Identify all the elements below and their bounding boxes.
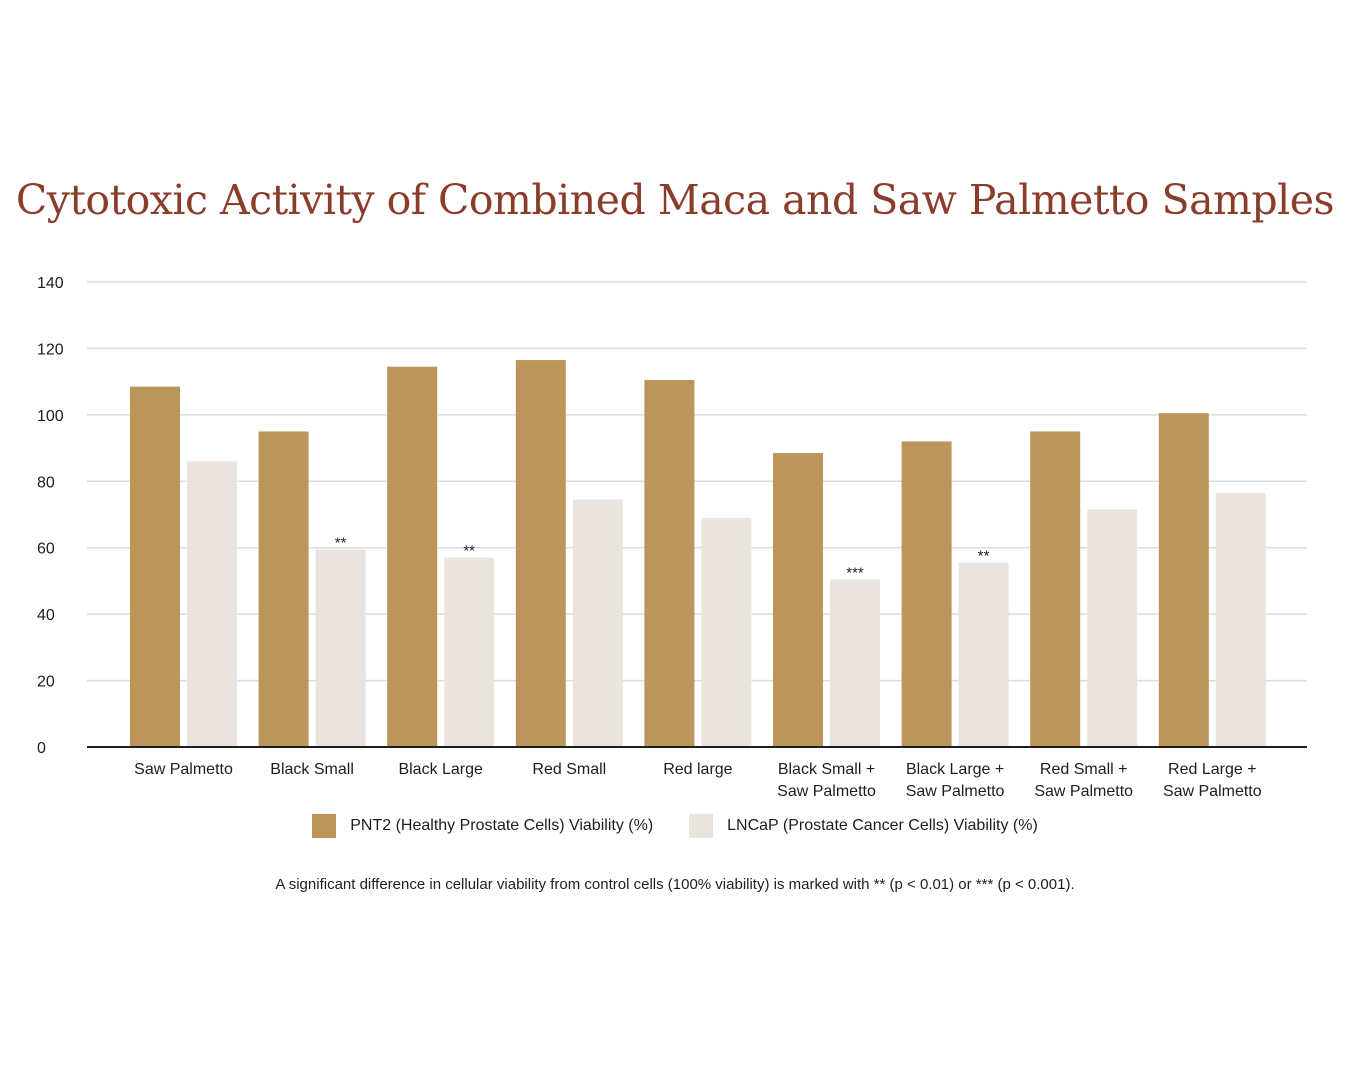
bar-pnt2-3: [515, 360, 566, 747]
bar-pnt2-0: [130, 386, 180, 747]
significance-marker-6: **: [978, 548, 990, 565]
y-tick-label-80: 80: [37, 474, 55, 491]
bar-pnt2-8: [1158, 413, 1209, 747]
x-tick-label-line: Black Small +: [778, 761, 875, 778]
y-tick-label-60: 60: [37, 541, 55, 558]
bar-lncap-1: [315, 549, 366, 747]
significance-marker-5: ***: [846, 564, 864, 581]
x-tick-label-line: Black Small: [270, 761, 354, 778]
x-tick-label-line: Saw Palmetto: [1163, 783, 1262, 800]
x-tick-label-line: Black Large: [398, 761, 483, 778]
bar-pnt2-1: [258, 431, 309, 747]
x-tick-label-line: Red Small: [532, 761, 606, 778]
y-tick-label-100: 100: [37, 408, 64, 425]
x-tick-label-line: Red Small +: [1040, 761, 1128, 778]
legend-label-lncap: LNCaP (Prostate Cancer Cells) Viability …: [727, 817, 1038, 834]
bar-lncap-0: [187, 461, 237, 747]
x-tick-label-line: Red large: [663, 761, 732, 778]
legend-label-pnt2: PNT2 (Healthy Prostate Cells) Viability …: [350, 817, 654, 834]
x-tick-label-8: Red Large + Saw Palmetto: [1163, 761, 1262, 800]
x-tick-label-line: Saw Palmetto: [777, 783, 876, 800]
bar-pnt2-7: [1030, 431, 1081, 747]
bar-pnt2-2: [387, 366, 438, 747]
x-tick-label-6: Black Large + Saw Palmetto: [906, 761, 1005, 800]
x-tick-label-line: Saw Palmetto: [906, 783, 1005, 800]
x-tick-label-7: Red Small + Saw Palmetto: [1034, 761, 1133, 800]
y-tick-label-20: 20: [37, 674, 55, 691]
x-tick-label-2: Black Large: [398, 761, 483, 778]
legend-item-pnt2: PNT2 (Healthy Prostate Cells) Viability …: [312, 814, 653, 838]
bar-lncap-4: [701, 517, 752, 747]
bar-lncap-8: [1215, 492, 1266, 747]
y-tick-label-120: 120: [37, 341, 64, 358]
bar-lncap-2: [444, 557, 495, 747]
legend: PNT2 (Healthy Prostate Cells) Viability …: [0, 814, 1350, 838]
bar-pnt2-4: [644, 379, 695, 747]
significance-marker-2: **: [463, 543, 475, 560]
x-tick-label-line: Saw Palmetto: [134, 761, 233, 778]
x-tick-label-5: Black Small + Saw Palmetto: [777, 761, 876, 800]
x-tick-label-line: Red Large +: [1168, 761, 1257, 778]
significance-marker-1: **: [335, 534, 347, 551]
y-tick-label-0: 0: [37, 740, 46, 757]
legend-swatch-lncap: [689, 814, 714, 838]
bar-pnt2-5: [773, 453, 823, 747]
x-tick-label-1: Black Small: [270, 761, 354, 778]
x-tick-label-3: Red Small: [532, 761, 606, 778]
bar-lncap-3: [572, 499, 623, 747]
x-tick-label-line: Black Large +: [906, 761, 1004, 778]
legend-swatch-pnt2: [312, 814, 337, 838]
legend-item-lncap: LNCaP (Prostate Cancer Cells) Viability …: [689, 814, 1038, 838]
y-tick-label-40: 40: [37, 607, 55, 624]
footnote: A significant difference in cellular via…: [275, 876, 1075, 893]
bar-pnt2-6: [901, 441, 952, 747]
x-tick-label-0: Saw Palmetto: [134, 761, 233, 778]
x-tick-label-line: Saw Palmetto: [1034, 783, 1133, 800]
bar-lncap-6: [958, 562, 1009, 747]
x-tick-label-4: Red large: [663, 761, 732, 778]
chart-title: Cytotoxic Activity of Combined Maca and …: [15, 176, 1335, 224]
bar-lncap-5: [830, 579, 880, 747]
bar-lncap-7: [1087, 509, 1138, 747]
y-tick-label-140: 140: [37, 275, 64, 292]
